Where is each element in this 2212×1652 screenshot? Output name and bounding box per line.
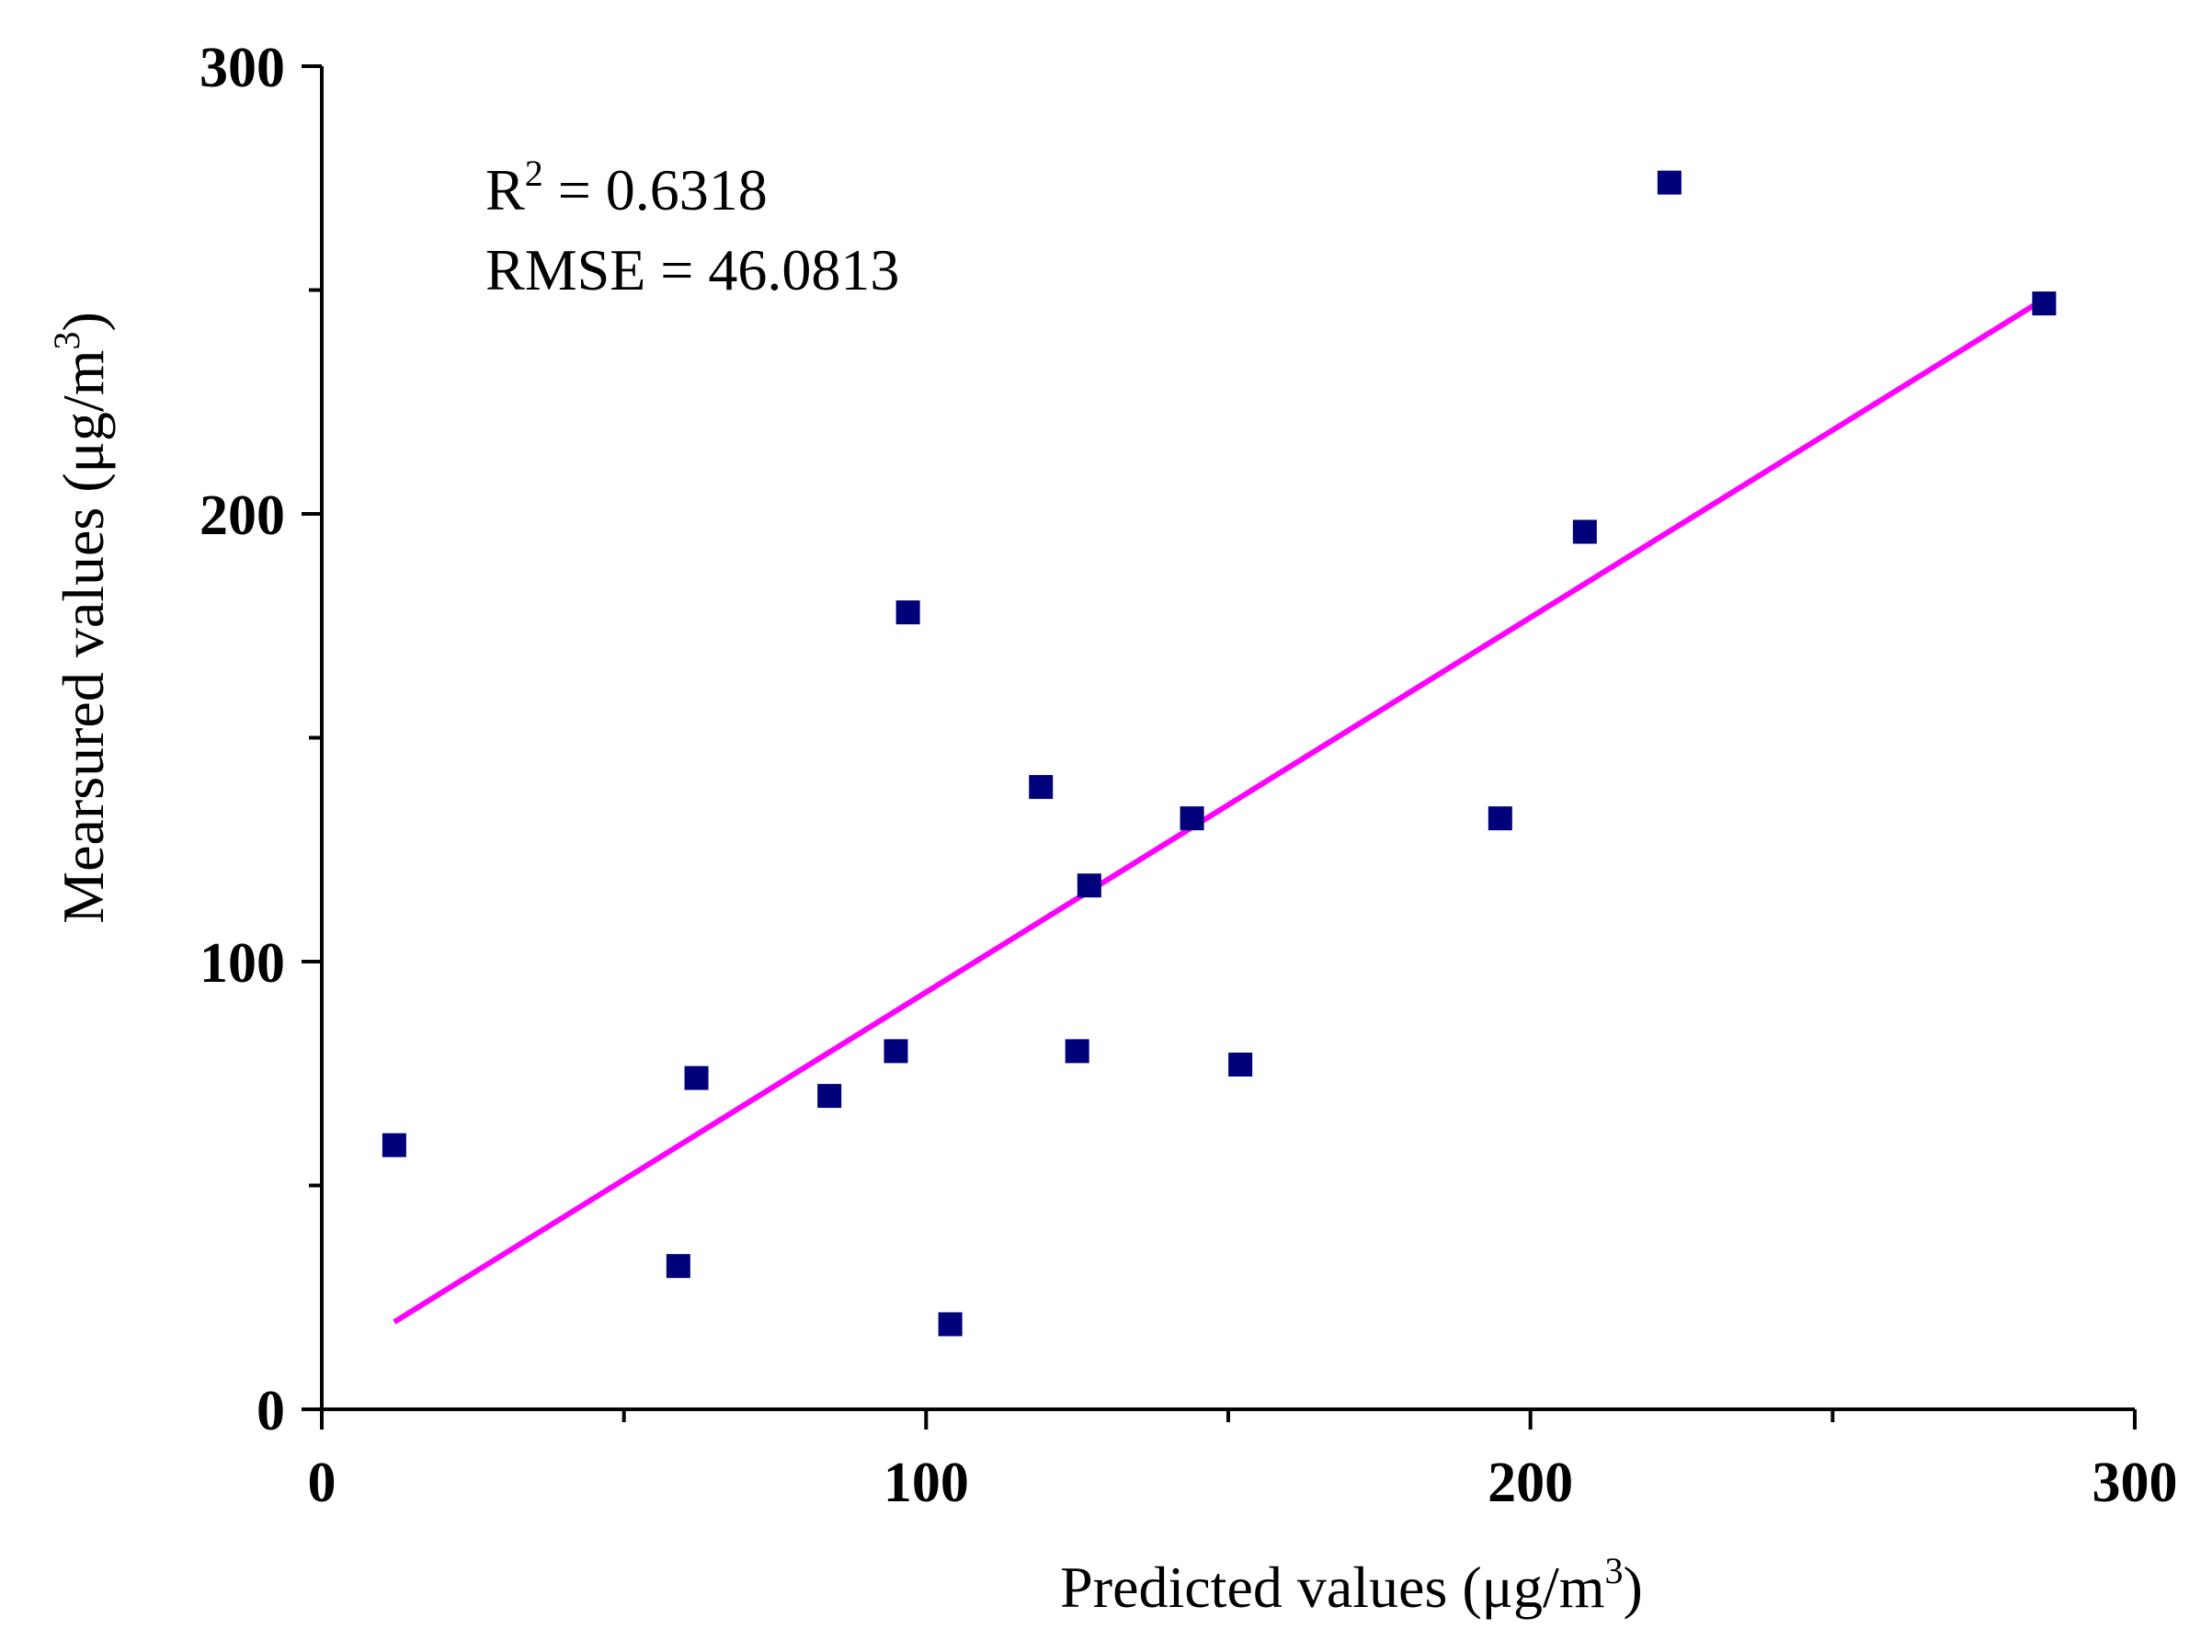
data-point (895, 600, 920, 625)
x-tick-label: 0 (308, 1452, 336, 1514)
data-point (382, 1133, 406, 1157)
y-tick-label: 100 (200, 932, 285, 995)
regression-line (393, 296, 2046, 1325)
x-tick-label: 200 (1488, 1452, 1573, 1514)
y-tick-label: 0 (257, 1380, 285, 1442)
x-title-main: Predicted values (μg/m (1060, 1555, 1604, 1620)
data-point (1029, 775, 1054, 800)
data-point (2032, 291, 2057, 316)
data-point (1180, 806, 1204, 831)
data-point (1077, 873, 1101, 898)
data-point (1572, 519, 1597, 544)
data-point (1065, 1039, 1089, 1064)
r2-value: = 0.6318 (543, 157, 768, 222)
y-tick-label: 300 (200, 37, 285, 99)
rmse-annotation: RMSE = 46.0813 (485, 237, 899, 302)
data-point (1228, 1053, 1253, 1077)
y-title-sup: 3 (46, 331, 87, 349)
data-point (938, 1312, 963, 1337)
data-point (666, 1254, 690, 1279)
x-axis-title: Predicted values (μg/m3) (1060, 1550, 1643, 1620)
x-title-sup: 3 (1605, 1550, 1624, 1591)
y-title-end: ) (51, 312, 116, 331)
axis-ticks: 0 100 200 300 0 100 200 300 (200, 37, 2178, 1514)
r2-label: R (485, 157, 525, 222)
data-point (884, 1039, 908, 1064)
r2-superscript: 2 (525, 153, 543, 194)
data-point (1488, 806, 1512, 831)
data-point (817, 1084, 842, 1109)
data-point (684, 1065, 709, 1090)
y-tick-label: 200 (200, 484, 285, 547)
data-point (1657, 170, 1682, 195)
x-title-end: ) (1624, 1555, 1643, 1620)
r-squared-annotation: R2 = 0.6318 (485, 153, 768, 222)
x-tick-label: 300 (2092, 1452, 2178, 1514)
data-points (382, 170, 2057, 1337)
y-axis-title: Mearsured values (μg/m3) (46, 312, 116, 924)
y-title-main: Mearsured values (μg/m (51, 349, 116, 923)
x-tick-label: 100 (884, 1452, 969, 1514)
